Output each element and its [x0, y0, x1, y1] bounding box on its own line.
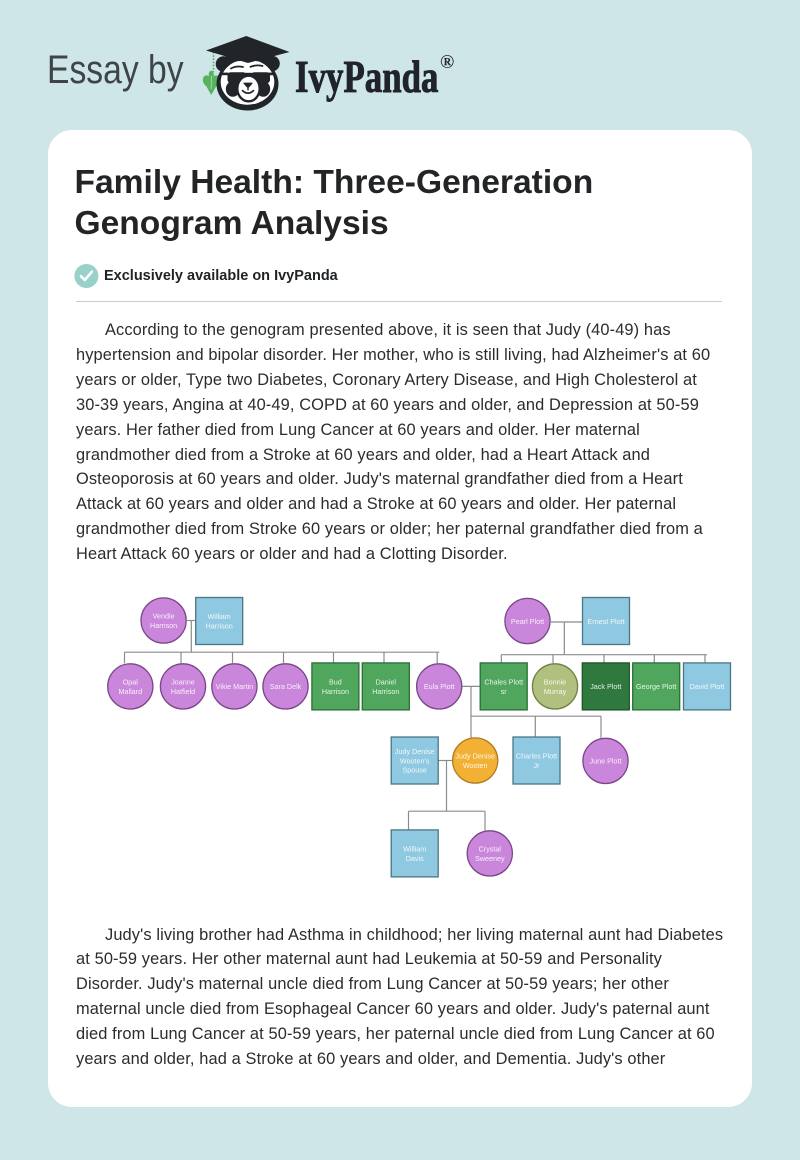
- svg-text:Vendie: Vendie: [153, 612, 175, 621]
- svg-text:Pearl Plott: Pearl Plott: [511, 617, 544, 626]
- svg-text:Murray: Murray: [544, 687, 567, 696]
- svg-text:Charles Plott: Charles Plott: [516, 752, 557, 761]
- svg-text:Harrison: Harrison: [322, 687, 349, 696]
- svg-text:Sara Delk: Sara Delk: [270, 682, 302, 691]
- svg-text:Harrison: Harrison: [150, 621, 177, 630]
- svg-text:Crystal: Crystal: [479, 845, 502, 854]
- svg-text:Judy Denise: Judy Denise: [395, 747, 435, 756]
- svg-text:Spouse: Spouse: [403, 766, 427, 775]
- svg-text:William: William: [403, 845, 426, 854]
- svg-text:Davis: Davis: [406, 854, 424, 863]
- svg-text:Joanne: Joanne: [171, 678, 195, 687]
- svg-text:Eula Plott: Eula Plott: [424, 682, 455, 691]
- svg-text:Hatfield: Hatfield: [171, 687, 195, 696]
- svg-text:Ernest Plott: Ernest Plott: [587, 617, 624, 626]
- svg-text:George Plott: George Plott: [636, 682, 676, 691]
- svg-text:William: William: [208, 612, 231, 621]
- svg-text:Sweeney: Sweeney: [475, 854, 505, 863]
- svg-text:David Plott: David Plott: [690, 682, 725, 691]
- svg-text:Wooten: Wooten: [463, 761, 488, 770]
- svg-text:Judy Denise: Judy Denise: [455, 752, 495, 761]
- svg-text:Bonnie: Bonnie: [544, 678, 566, 687]
- svg-text:Mallard: Mallard: [119, 687, 143, 696]
- svg-text:Jr: Jr: [534, 761, 541, 770]
- svg-text:Daniel: Daniel: [376, 678, 397, 687]
- svg-text:June Plott: June Plott: [590, 757, 622, 766]
- svg-text:Chales Plott: Chales Plott: [484, 678, 523, 687]
- svg-text:Jack Plott: Jack Plott: [590, 682, 621, 691]
- svg-text:Opal: Opal: [123, 678, 139, 687]
- svg-text:Bud: Bud: [329, 678, 342, 687]
- svg-text:Vikie Martin: Vikie Martin: [216, 682, 253, 691]
- svg-text:Harrison: Harrison: [372, 687, 399, 696]
- svg-text:sr: sr: [501, 687, 508, 696]
- svg-text:Wooten's: Wooten's: [400, 756, 430, 765]
- svg-text:Harrison: Harrison: [206, 622, 233, 631]
